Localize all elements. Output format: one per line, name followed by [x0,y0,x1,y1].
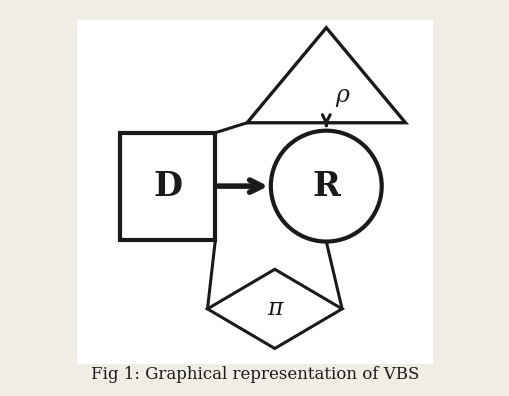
Text: π: π [267,297,282,320]
FancyBboxPatch shape [77,20,432,364]
Circle shape [270,131,381,242]
FancyBboxPatch shape [120,133,215,240]
Text: Fig 1: Graphical representation of VBS: Fig 1: Graphical representation of VBS [91,366,418,383]
Polygon shape [207,269,342,348]
Text: ρ: ρ [334,84,348,107]
Text: R: R [312,169,340,203]
Text: D: D [153,169,182,203]
Polygon shape [246,28,405,123]
